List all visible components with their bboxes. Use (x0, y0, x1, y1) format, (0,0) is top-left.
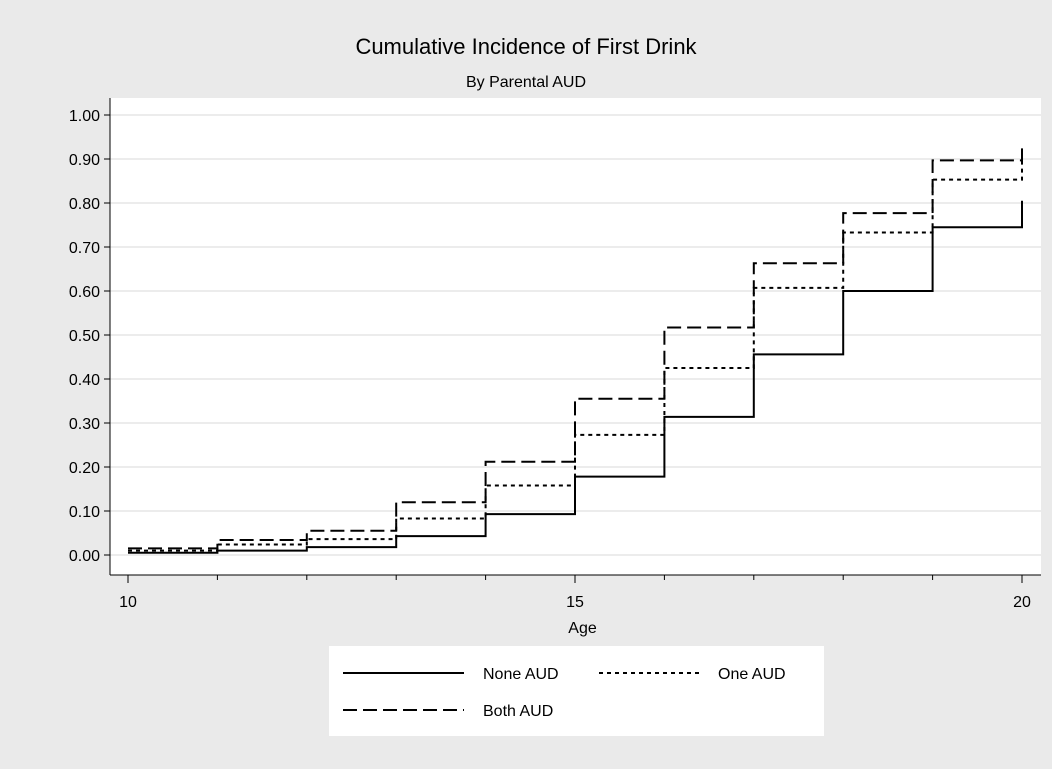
y-tick-label: 0.40 (69, 372, 100, 389)
legend-label-none-aud: None AUD (483, 666, 559, 683)
y-tick-label: 0.60 (69, 284, 100, 301)
y-tick-label: 0.30 (69, 416, 100, 433)
legend-label-both-aud: Both AUD (483, 703, 553, 720)
x-tick-label: 20 (1013, 594, 1031, 611)
chart-title: Cumulative Incidence of First Drink (355, 34, 697, 59)
series-line-both-aud (128, 148, 1023, 550)
y-tick-label: 0.80 (69, 196, 100, 213)
y-tick-label: 0.20 (69, 460, 100, 477)
x-tick-label: 10 (119, 594, 137, 611)
legend: None AUD One AUD Both AUD (329, 646, 824, 736)
y-tick-label: 0.10 (69, 504, 100, 521)
legend-label-one-aud: One AUD (718, 666, 786, 683)
y-tick-label: 0.90 (69, 152, 100, 169)
y-tick-label: 0.00 (69, 548, 100, 565)
y-tick-label: 0.50 (69, 328, 100, 345)
x-axis-label: Age (568, 620, 597, 637)
y-tick-label: 0.70 (69, 240, 100, 257)
x-tick-label: 15 (566, 594, 584, 611)
y-tick-label: 1.00 (69, 108, 100, 125)
chart-subtitle: By Parental AUD (465, 74, 587, 91)
